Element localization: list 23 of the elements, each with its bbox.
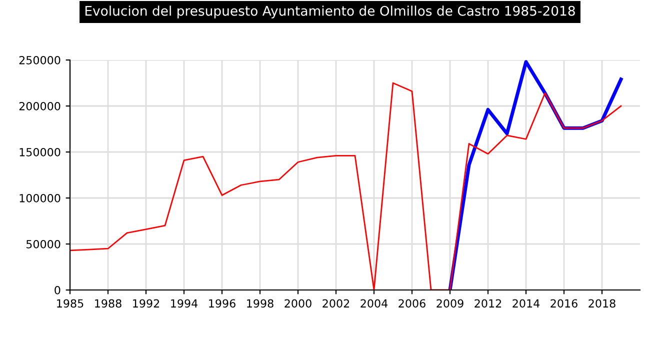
x-tick-label: 1992 bbox=[133, 299, 160, 308]
line-series bbox=[70, 82, 622, 290]
y-tick-label: 0 bbox=[54, 286, 60, 294]
x-tick-label: 2014 bbox=[512, 299, 540, 308]
chart-title: Evolucion del presupuesto Ayuntamiento de Olmillos de Castro 1985-2018 bbox=[85, 6, 575, 18]
x-tick-label: 1996 bbox=[209, 299, 236, 308]
x-tick-label: 2018 bbox=[588, 299, 616, 308]
x-tick-label: 2016 bbox=[550, 299, 578, 308]
x-tick-label: 2004 bbox=[360, 299, 388, 308]
x-tick-label: 2002 bbox=[322, 299, 350, 308]
x-tick-label: 1994 bbox=[171, 299, 198, 308]
x-tick-label: 1988 bbox=[95, 299, 122, 308]
x-tick-label: 1985 bbox=[57, 299, 84, 308]
x-tick-label: 2012 bbox=[474, 299, 502, 308]
x-tick-label: 1998 bbox=[247, 299, 274, 308]
y-tick-label: 250000 bbox=[19, 56, 60, 64]
y-tick-label: 150000 bbox=[20, 148, 60, 156]
x-tick-label: 2009 bbox=[436, 299, 464, 308]
x-tick-label: 2006 bbox=[398, 299, 426, 308]
y-tick-label: 100000 bbox=[20, 194, 60, 202]
y-tick-label: 200000 bbox=[19, 102, 60, 110]
x-tick-label: 2000 bbox=[284, 299, 312, 308]
y-tick-label: 50000 bbox=[26, 240, 60, 248]
